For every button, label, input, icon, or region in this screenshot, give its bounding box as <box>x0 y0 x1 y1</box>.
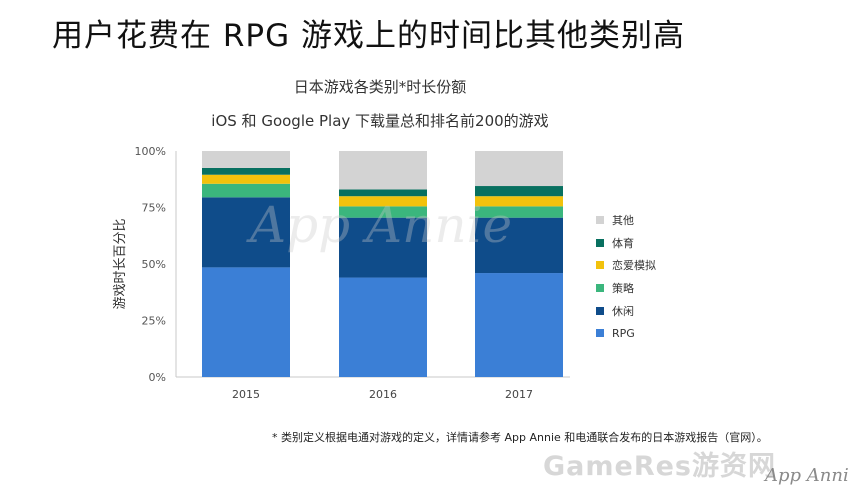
legend-label: 休闲 <box>612 304 634 318</box>
legend-label: 恋爱模拟 <box>612 259 656 273</box>
legend-item: 体育 <box>596 232 656 255</box>
app-annie-watermark-center: App Annie <box>250 196 513 254</box>
x-tick-label: 2016 <box>369 388 397 401</box>
legend-label: RPG <box>612 326 635 340</box>
chart-title: 日本游戏各类别*时长份额 <box>293 78 467 96</box>
bar-segment-2017-策略 <box>475 206 563 218</box>
legend-swatch <box>596 238 604 247</box>
y-tick-label: 25% <box>142 315 166 328</box>
legend-item: 其他 <box>596 209 656 232</box>
y-tick-label: 75% <box>142 202 166 215</box>
x-tick-label: 2017 <box>505 388 533 401</box>
y-tick-label: 100% <box>135 145 166 158</box>
bar-segment-2015-其他 <box>202 151 290 168</box>
x-tick-label: 2015 <box>232 388 260 401</box>
legend-swatch <box>596 284 604 293</box>
legend-item: RPG <box>596 322 656 345</box>
bar-segment-2015-恋爱模拟 <box>202 174 290 184</box>
bar-segment-2017-休闲 <box>475 217 563 274</box>
bar-segment-2016-其他 <box>339 151 427 190</box>
legend-swatch <box>596 329 604 338</box>
chart-subtitle: iOS 和 Google Play 下载量总和排名前200的游戏 <box>211 112 549 130</box>
legend-item: 策略 <box>596 277 656 300</box>
page-headline: 用户花费在 RPG 游戏上的时间比其他类别高 <box>52 18 685 54</box>
bar-segment-2017-体育 <box>475 186 563 197</box>
bar-segment-2016-休闲 <box>339 217 427 278</box>
bar-segment-2017-RPG <box>475 273 563 377</box>
bar-segment-2015-体育 <box>202 167 290 175</box>
footnote: * 类别定义根据电通对游戏的定义，详情请参考 App Annie 和电通联合发布… <box>272 431 768 444</box>
legend-swatch <box>596 216 604 225</box>
chart-legend: 其他体育恋爱模拟策略休闲 RPG <box>596 209 656 345</box>
y-tick-label: 0% <box>149 371 166 384</box>
y-tick-label: 50% <box>142 258 166 271</box>
bar-segment-2016-策略 <box>339 206 427 218</box>
bar-segment-2016-恋爱模拟 <box>339 196 427 207</box>
legend-item: 恋爱模拟 <box>596 254 656 277</box>
legend-item: 休闲 <box>596 299 656 322</box>
gameres-watermark: GameRes游资网 <box>543 451 777 482</box>
y-axis-label: 游戏时长百分比 <box>113 218 128 309</box>
bar-segment-2015-策略 <box>202 183 290 198</box>
bar-segment-2015-RPG <box>202 267 290 377</box>
bar-segment-2017-其他 <box>475 151 563 187</box>
legend-label: 其他 <box>612 214 634 228</box>
bar-segment-2015-休闲 <box>202 197 290 268</box>
bar-segment-2017-恋爱模拟 <box>475 196 563 207</box>
legend-swatch <box>596 306 604 315</box>
app-annie-logo: App Annie <box>765 465 848 486</box>
legend-label: 策略 <box>612 282 634 296</box>
legend-swatch <box>596 261 604 270</box>
legend-label: 体育 <box>612 236 634 250</box>
bar-segment-2016-RPG <box>339 277 427 377</box>
bar-segment-2016-体育 <box>339 189 427 197</box>
